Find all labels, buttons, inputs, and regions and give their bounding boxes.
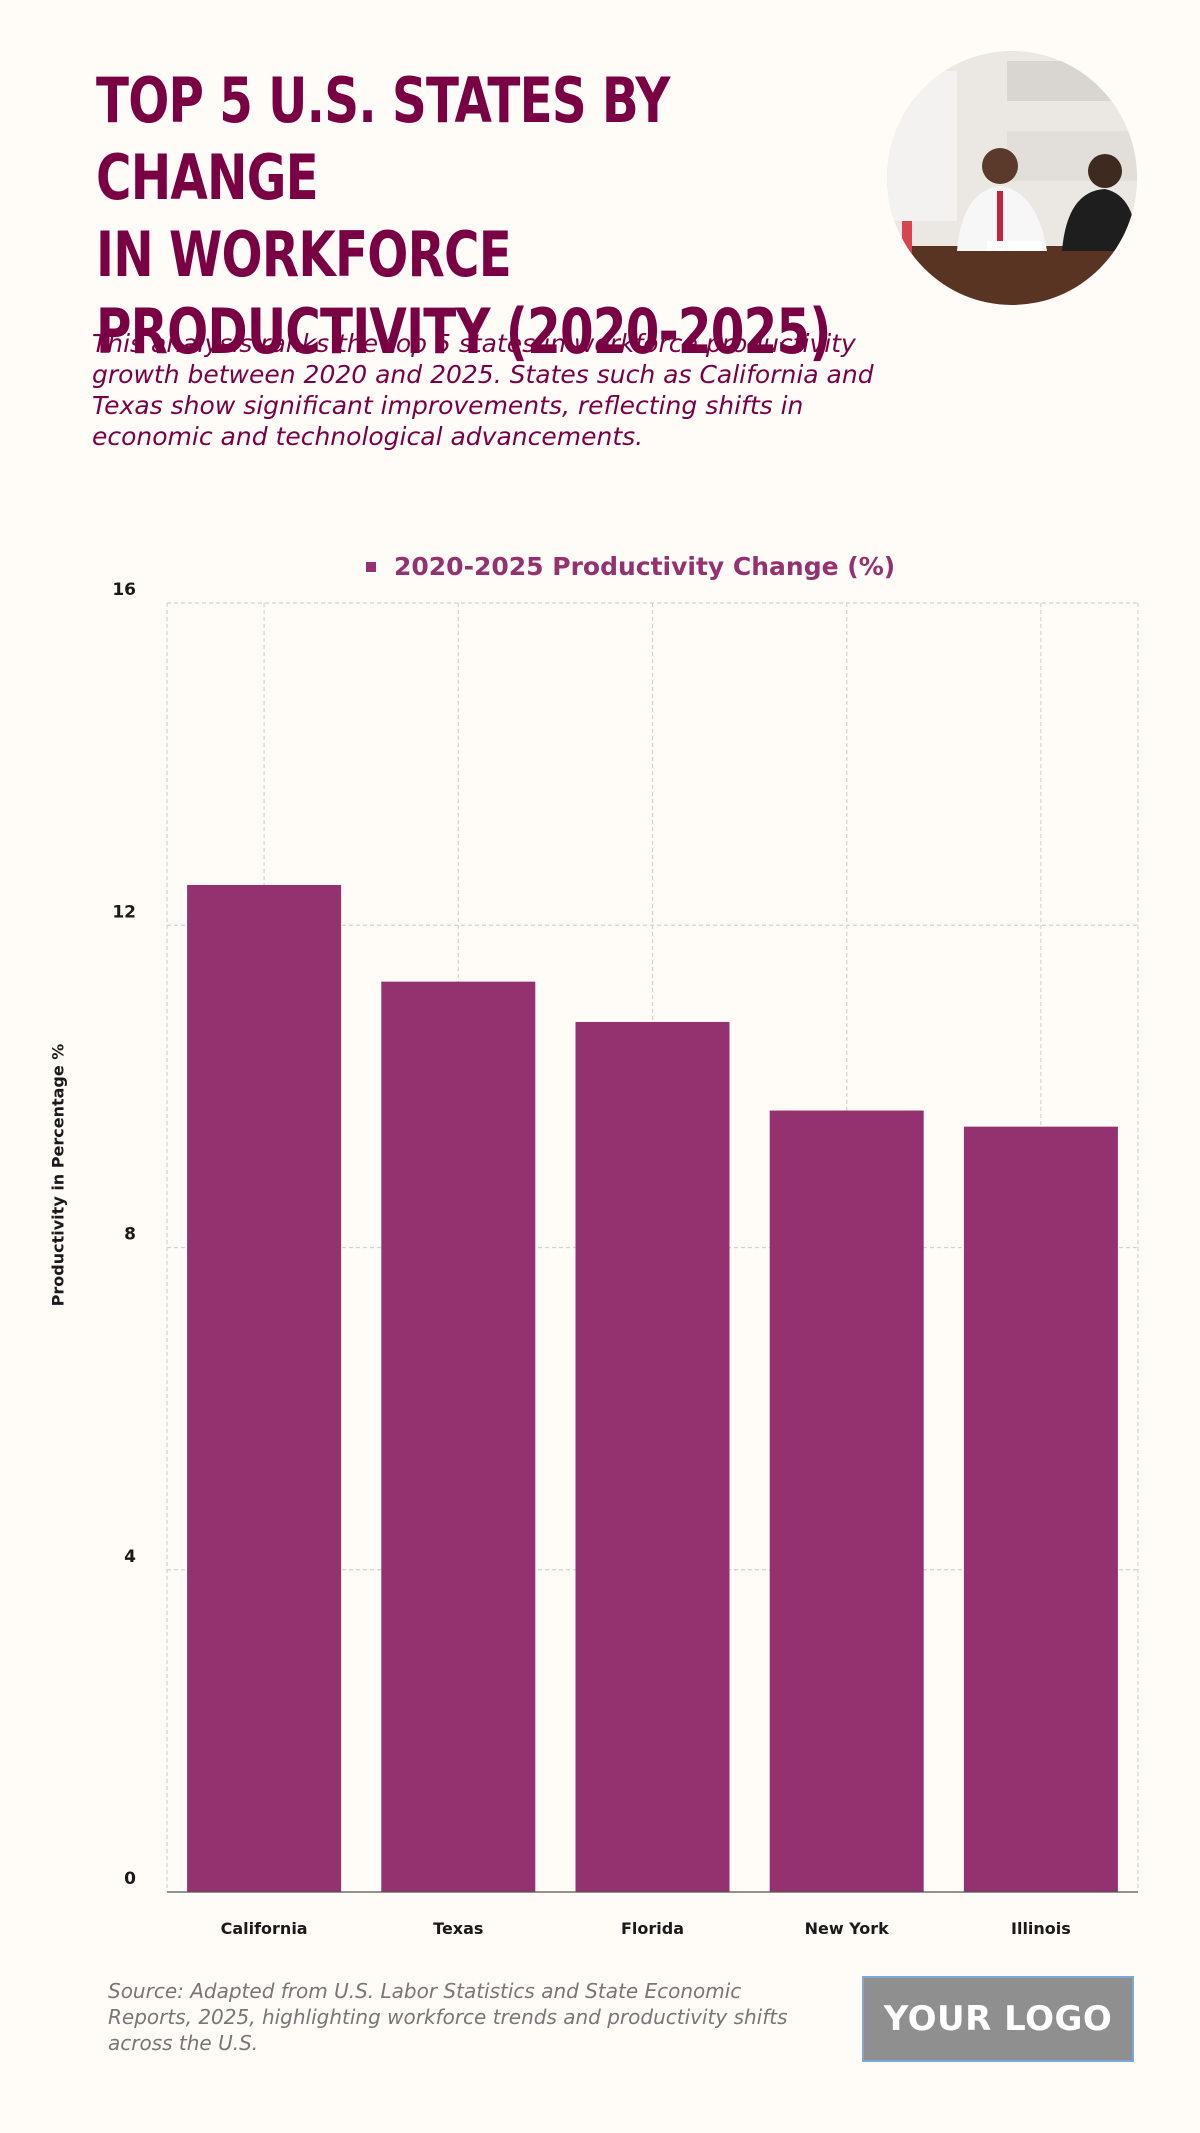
y-tick-label: 4: [124, 1547, 136, 1567]
page-title: TOP 5 U.S. STATES BY CHANGE IN WORKFORCE…: [96, 62, 876, 370]
y-tick-label: 0: [124, 1869, 136, 1889]
x-tick-label: Florida: [621, 1919, 684, 1938]
x-tick-label: New York: [805, 1919, 890, 1938]
y-tick-label: 12: [112, 902, 136, 922]
title-line: PRODUCTIVITY (2020-2025): [96, 295, 831, 368]
title-line: IN WORKFORCE: [96, 218, 512, 291]
bar-texas: [381, 981, 536, 1892]
photo-illustration-icon: [887, 51, 1137, 305]
subtitle: This analysis ranks the top 5 states in …: [92, 329, 874, 451]
legend-label: 2020-2025 Productivity Change (%): [394, 552, 896, 581]
bar-illinois: [963, 1126, 1118, 1892]
x-tick-label: California: [221, 1919, 308, 1938]
x-tick-label: Texas: [433, 1919, 483, 1938]
x-tick-label: Illinois: [1011, 1919, 1071, 1938]
chart-legend: 2020-2025 Productivity Change (%): [366, 552, 895, 581]
bar-chart: 0 4 8 12 16 California Texas Florida New York Ill…: [112, 580, 1139, 1938]
business-meeting-photo: [887, 51, 1137, 305]
bar-california: [187, 884, 342, 1892]
logo-text: YOUR LOGO: [883, 1999, 1113, 2039]
title-line: TOP 5 U.S. STATES BY CHANGE: [96, 64, 670, 214]
logo-placeholder: YOUR LOGO: [862, 1976, 1134, 2062]
legend-swatch-icon: [366, 561, 376, 572]
bar-florida: [575, 1021, 730, 1892]
y-tick-label: 16: [112, 580, 136, 600]
y-tick-label: 8: [124, 1225, 136, 1245]
bar-new-york: [769, 1110, 924, 1892]
source-note: Source: Adapted from U.S. Labor Statisti…: [108, 1979, 788, 2055]
